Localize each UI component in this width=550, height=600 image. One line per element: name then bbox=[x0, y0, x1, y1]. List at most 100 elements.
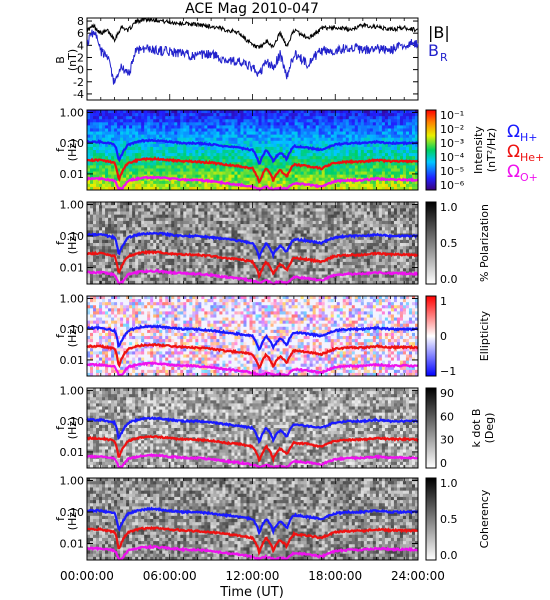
spectrogram-cell bbox=[276, 233, 280, 238]
spectrogram-cell bbox=[240, 205, 244, 209]
spectrogram-cell bbox=[399, 116, 404, 120]
spectrogram-cell bbox=[210, 186, 214, 191]
spectrogram-cell bbox=[126, 171, 130, 176]
spectrogram-cell bbox=[411, 137, 416, 142]
spectrogram-cell bbox=[216, 243, 220, 247]
spectrogram-cell bbox=[288, 131, 293, 136]
spectrogram-cell bbox=[210, 243, 214, 247]
spectrogram-cell bbox=[156, 140, 160, 145]
spectrogram-cell bbox=[150, 180, 154, 185]
spectrogram-cell bbox=[189, 258, 193, 263]
spectrogram-cell bbox=[180, 171, 184, 176]
spectrogram-cell bbox=[171, 137, 175, 142]
spectrogram-cell bbox=[213, 125, 217, 129]
spectrogram-cell bbox=[333, 140, 338, 145]
spectrogram-cell bbox=[165, 128, 169, 132]
spectrogram-cell bbox=[336, 156, 341, 160]
spectrogram-cell bbox=[132, 224, 136, 228]
spectrogram-cell bbox=[105, 128, 109, 132]
spectrogram-cell bbox=[366, 146, 371, 151]
spectrogram-cell bbox=[156, 230, 160, 234]
spectrogram-cell bbox=[96, 265, 100, 269]
spectrogram-cell bbox=[297, 165, 302, 169]
spectrogram-cell bbox=[291, 180, 296, 185]
spectrogram-cell bbox=[150, 165, 154, 169]
spectrogram-cell bbox=[135, 113, 139, 117]
spectrogram-cell bbox=[294, 246, 299, 250]
spectrogram-cell bbox=[90, 230, 94, 234]
spectrogram-cell bbox=[234, 125, 238, 129]
spectrogram-cell bbox=[150, 177, 154, 182]
spectrogram-cell bbox=[300, 233, 305, 238]
spectrogram-cell bbox=[306, 246, 311, 250]
spectrogram-cell bbox=[231, 205, 235, 209]
spectrogram-cell bbox=[93, 113, 97, 117]
spectrogram-cell bbox=[180, 125, 184, 129]
spectrogram-cell bbox=[369, 171, 374, 176]
spectrogram-cell bbox=[90, 239, 94, 244]
spectrogram-cell bbox=[237, 249, 241, 253]
spectrogram-cell bbox=[240, 137, 244, 142]
spectrogram-cell bbox=[315, 205, 320, 209]
spectrogram-cell bbox=[171, 211, 175, 216]
spectrogram-cell bbox=[102, 249, 106, 253]
spectrogram-cell bbox=[348, 153, 353, 157]
spectrogram-cell bbox=[210, 168, 214, 172]
spectrogram-cell bbox=[276, 252, 280, 257]
spectrogram-cell bbox=[357, 162, 362, 166]
spectrogram-cell bbox=[177, 137, 181, 142]
spectrogram-cell bbox=[255, 183, 259, 188]
spectrogram-cell bbox=[90, 174, 94, 179]
spectrogram-cell bbox=[240, 113, 244, 117]
spectrogram-cell bbox=[222, 243, 226, 247]
spectrogram-cell bbox=[216, 137, 220, 142]
spectrogram-cell bbox=[405, 122, 410, 126]
spectrogram-cell bbox=[324, 134, 329, 139]
spectrogram-cell bbox=[147, 214, 151, 219]
spectrogram-cell bbox=[192, 119, 196, 123]
spectrogram-cell bbox=[261, 116, 265, 120]
spectrogram-cell bbox=[105, 168, 109, 172]
spectrogram-cell bbox=[258, 153, 262, 157]
spectrogram-cell bbox=[147, 122, 151, 126]
spectrogram-cell bbox=[297, 125, 302, 129]
spectrogram-cell bbox=[411, 113, 416, 117]
spectrogram-cell bbox=[414, 137, 419, 142]
spectrogram-cell bbox=[144, 220, 148, 225]
spectrogram-cell bbox=[99, 224, 103, 228]
spectrogram-cell bbox=[264, 236, 268, 241]
spectrogram-cell bbox=[375, 177, 380, 182]
spectrogram-cell bbox=[183, 137, 187, 142]
spectrogram-cell bbox=[348, 150, 353, 154]
spectrogram-cell bbox=[282, 168, 286, 172]
spectrogram-cell bbox=[351, 113, 356, 117]
spectrogram-cell bbox=[201, 183, 205, 188]
spectrogram-cell bbox=[159, 243, 163, 247]
spectrogram-cell bbox=[99, 274, 103, 279]
spectrogram-cell bbox=[96, 224, 100, 228]
spectrogram-cell bbox=[120, 220, 124, 225]
spectrogram-cell bbox=[246, 214, 250, 219]
spectrogram-cell bbox=[201, 280, 205, 285]
spectrogram-cell bbox=[303, 268, 308, 272]
spectrogram-cell bbox=[264, 131, 268, 136]
spectrogram-cell bbox=[174, 113, 178, 117]
spectrogram-cell bbox=[342, 146, 347, 151]
spectrogram-cell bbox=[135, 211, 139, 216]
spectrogram-cell bbox=[168, 122, 172, 126]
spectrogram-cell bbox=[93, 243, 97, 247]
spectrogram-cell bbox=[300, 183, 305, 188]
spectrogram-cell bbox=[342, 171, 347, 176]
spectrogram-cell bbox=[195, 131, 199, 136]
spectrogram-cell bbox=[111, 211, 115, 216]
spectrogram-cell bbox=[354, 128, 359, 132]
spectrogram-cell bbox=[108, 220, 112, 225]
spectrogram-cell bbox=[126, 134, 130, 139]
spectrogram-cell bbox=[393, 146, 398, 151]
spectrogram-cell bbox=[204, 119, 208, 123]
spectrogram-cell bbox=[378, 125, 383, 129]
spectrogram-cell bbox=[234, 280, 238, 285]
spectrogram-cell bbox=[351, 183, 356, 188]
spectrogram-cell bbox=[273, 255, 277, 260]
spectrogram-cell bbox=[111, 214, 115, 219]
